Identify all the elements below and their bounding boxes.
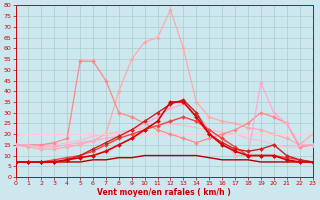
X-axis label: Vent moyen/en rafales ( km/h ): Vent moyen/en rafales ( km/h ) (97, 188, 231, 197)
